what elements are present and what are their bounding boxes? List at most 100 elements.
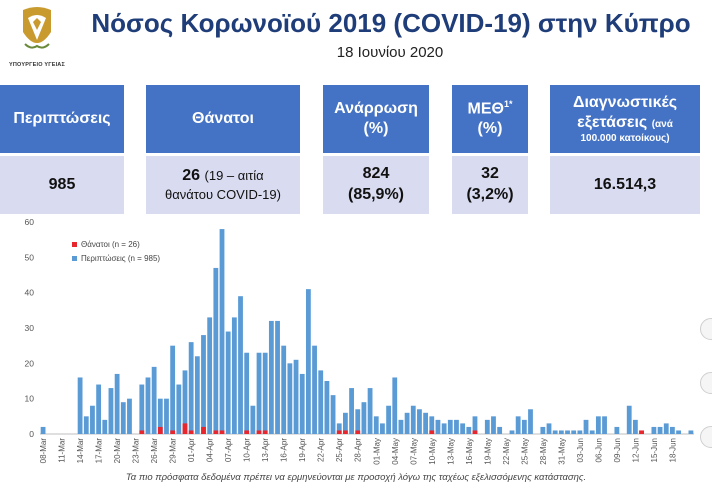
case-bar	[404, 412, 410, 434]
x-tick-label: 17-Mar	[95, 438, 104, 464]
case-bar	[521, 419, 527, 434]
case-bar	[40, 426, 46, 434]
coat-of-arms-icon	[23, 7, 51, 49]
case-bar	[127, 398, 132, 434]
case-bar	[552, 430, 558, 434]
case-bar	[77, 377, 83, 434]
death-bar	[170, 430, 176, 434]
x-tick-label: 23-Mar	[132, 438, 141, 464]
case-bar	[90, 405, 95, 434]
case-bar	[632, 419, 638, 434]
case-bar	[213, 267, 219, 434]
case-bar	[299, 373, 305, 434]
case-bar	[454, 419, 459, 434]
case-bar	[108, 388, 114, 434]
case-bar	[386, 405, 392, 434]
death-bar	[188, 430, 194, 434]
tests-header: Διαγνωστικές εξετάσεις (ανά 100.000 κατο…	[550, 85, 700, 153]
case-bar	[275, 320, 280, 434]
x-tick-label: 10-May	[428, 438, 437, 465]
case-bar	[484, 419, 490, 434]
x-tick-label: 04-Apr	[206, 438, 215, 462]
x-tick-label: 22-Apr	[317, 438, 326, 462]
case-bar	[460, 423, 466, 434]
case-bar	[164, 398, 169, 434]
case-bar	[558, 430, 564, 434]
case-bar	[139, 384, 145, 434]
case-bar	[410, 405, 416, 434]
case-bar	[145, 377, 151, 434]
case-bar	[441, 423, 447, 434]
case-bar	[324, 381, 330, 434]
death-bar	[336, 430, 342, 434]
case-bar	[256, 352, 262, 434]
y-tick-label: 10	[25, 394, 35, 404]
death-bar	[342, 430, 348, 434]
case-bar	[305, 289, 311, 434]
y-tick-label: 60	[25, 217, 35, 227]
recovery-value: 824 (85,9%)	[323, 156, 429, 214]
case-bar	[373, 416, 379, 434]
case-bar	[250, 405, 256, 434]
case-bar	[293, 359, 299, 434]
x-tick-label: 11-Mar	[58, 438, 67, 463]
case-bar	[83, 416, 89, 434]
x-tick-label: 07-Apr	[224, 438, 233, 462]
case-bar	[361, 402, 367, 434]
death-bar	[256, 430, 262, 434]
case-bar	[398, 419, 404, 434]
death-bar	[429, 430, 435, 434]
death-bar	[472, 430, 478, 434]
case-bar	[528, 409, 533, 434]
deaths-header: Θάνατοι	[146, 85, 300, 153]
x-tick-label: 28-Apr	[354, 438, 363, 462]
case-bar	[602, 416, 607, 434]
case-bar	[466, 426, 472, 434]
y-tick-label: 30	[25, 323, 35, 333]
case-bar	[447, 419, 453, 434]
death-bar	[639, 430, 644, 434]
x-tick-label: 19-Apr	[298, 438, 307, 462]
death-bar	[219, 430, 225, 434]
death-bar	[157, 426, 163, 434]
page-title: Νόσος Κορωνοϊού 2019 (COVID-19) στην Κύπ…	[91, 8, 691, 38]
death-bar	[182, 423, 188, 434]
case-bar	[657, 426, 663, 434]
case-bar	[336, 423, 342, 434]
legend-swatch	[72, 242, 77, 247]
case-bar	[577, 430, 583, 434]
cases-value: 985	[0, 156, 124, 214]
case-bar	[583, 419, 589, 434]
x-tick-label: 01-Apr	[187, 438, 196, 462]
y-tick-label: 40	[25, 288, 35, 298]
case-bar	[497, 426, 503, 434]
x-tick-label: 26-Mar	[150, 438, 159, 464]
x-tick-label: 13-Apr	[261, 438, 270, 462]
x-tick-label: 22-May	[502, 438, 511, 465]
case-bar	[238, 296, 243, 434]
x-tick-label: 15-Jun	[650, 438, 659, 462]
icu-value: 32 (3,2%)	[452, 156, 528, 214]
case-bar	[120, 402, 126, 434]
case-bar	[318, 370, 324, 434]
daily-cases-chart: 0 10 20 30 40 50 60 08-Mar 11-Mar 14-Mar 17-Mar 20-…	[25, 217, 694, 465]
case-bar	[281, 345, 287, 434]
case-bar	[201, 335, 206, 434]
case-bar	[219, 229, 225, 434]
deaths-value: 26 (19 – αιτία θανάτου COVID-19)	[146, 156, 300, 214]
x-tick-label: 09-Jun	[613, 438, 622, 462]
case-bar	[614, 426, 620, 434]
tests-value: 16.514,3	[550, 156, 700, 214]
report-date: 18 Ιουνίου 2020	[336, 44, 444, 61]
case-bar	[429, 416, 435, 434]
case-bar	[663, 423, 669, 434]
x-tick-label: 03-Jun	[576, 438, 585, 462]
x-tick-label: 04-May	[391, 438, 400, 465]
y-tick-label: 20	[25, 358, 35, 368]
icu-header: ΜΕΘ1* (%)	[452, 85, 528, 153]
recovery-header: Ανάρρωση (%)	[323, 85, 429, 153]
case-bar	[244, 352, 250, 434]
case-bar	[157, 398, 163, 434]
x-tick-label: 25-Apr	[335, 438, 344, 462]
case-bar	[349, 388, 354, 434]
